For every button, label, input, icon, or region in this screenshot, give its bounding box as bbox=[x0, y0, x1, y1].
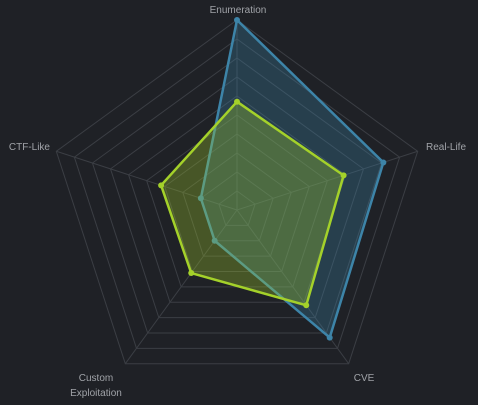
grid-ring bbox=[200, 171, 274, 242]
data-point bbox=[188, 270, 195, 277]
series-area bbox=[199, 18, 385, 339]
grid-ring bbox=[164, 133, 310, 272]
spoke bbox=[124, 209, 238, 365]
data-point bbox=[158, 182, 165, 189]
category-label: Real-Life bbox=[426, 142, 467, 153]
grid-ring bbox=[182, 152, 292, 257]
spoke bbox=[236, 150, 418, 211]
category-label: Custom Exploitation bbox=[70, 373, 122, 399]
category-label: CVE bbox=[353, 373, 375, 384]
category-label: Enumeration bbox=[209, 5, 267, 16]
data-point bbox=[303, 302, 310, 309]
data-point bbox=[234, 17, 240, 23]
grid-ring bbox=[218, 190, 256, 226]
grid-ring bbox=[73, 38, 401, 349]
grid-ring bbox=[109, 76, 365, 319]
grid-ring bbox=[127, 95, 347, 303]
grid-ring bbox=[55, 19, 419, 365]
data-point bbox=[211, 237, 218, 244]
spoke bbox=[56, 150, 238, 211]
data-point bbox=[380, 159, 387, 166]
category-label: CTF-Like bbox=[8, 142, 50, 153]
series-area bbox=[159, 100, 345, 307]
grid-ring bbox=[91, 57, 383, 334]
data-point bbox=[326, 334, 333, 341]
data-point bbox=[340, 172, 347, 179]
data-point bbox=[234, 98, 240, 105]
data-point bbox=[197, 195, 204, 202]
